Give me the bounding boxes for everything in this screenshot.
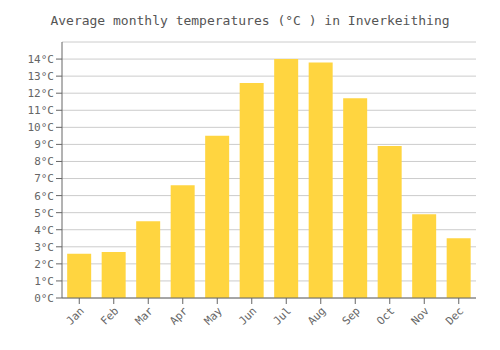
svg-text:Aug: Aug — [305, 304, 328, 327]
svg-text:9°C: 9°C — [34, 138, 54, 151]
svg-text:6°C: 6°C — [34, 190, 54, 203]
svg-text:7°C: 7°C — [34, 172, 54, 185]
svg-text:Dec: Dec — [443, 304, 466, 327]
svg-text:Jun: Jun — [236, 304, 259, 327]
svg-text:13°C: 13°C — [28, 70, 55, 83]
svg-text:Sep: Sep — [340, 304, 363, 327]
svg-text:10°C: 10°C — [28, 121, 55, 134]
svg-text:Jan: Jan — [64, 304, 87, 327]
svg-text:May: May — [202, 304, 226, 328]
svg-text:8°C: 8°C — [34, 155, 54, 168]
svg-text:1°C: 1°C — [34, 275, 54, 288]
svg-text:Oct: Oct — [374, 304, 397, 327]
svg-text:Nov: Nov — [409, 304, 433, 328]
svg-text:2°C: 2°C — [34, 258, 54, 271]
svg-text:5°C: 5°C — [34, 207, 54, 220]
html-text:Average monthly temperatures (: Average monthly temperatures (°C ) in In… — [50, 13, 450, 28]
svg-text:Feb: Feb — [98, 304, 121, 327]
svg-text:4°C: 4°C — [34, 224, 54, 237]
svg-text:Apr: Apr — [167, 304, 191, 328]
svg-text:Jul: Jul — [271, 304, 294, 327]
svg-text:3°C: 3°C — [34, 241, 54, 254]
svg-text:Mar: Mar — [133, 304, 157, 328]
svg-text:0°C: 0°C — [34, 292, 54, 305]
svg-text:12°C: 12°C — [28, 87, 55, 100]
svg-text:11°C: 11°C — [28, 104, 55, 117]
svg-text:14°C: 14°C — [28, 53, 55, 66]
